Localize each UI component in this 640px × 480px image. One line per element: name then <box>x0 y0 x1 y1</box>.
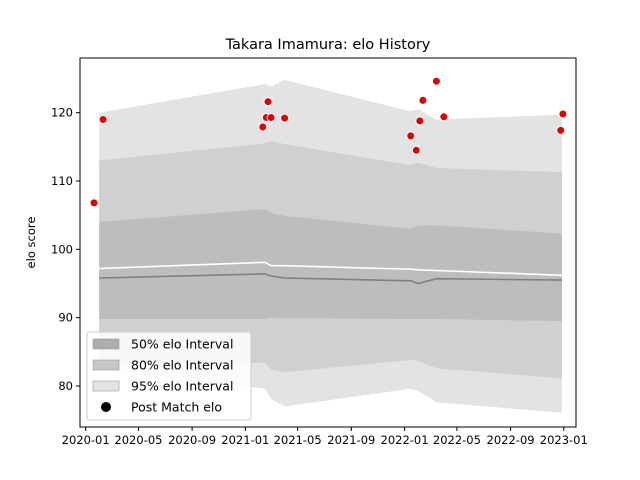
x-tick-label: 2022-09 <box>487 433 535 447</box>
chart-title: Takara Imamura: elo History <box>225 37 431 53</box>
y-axis: 80 90 100 110 120 <box>51 106 80 393</box>
mean-elo-line <box>99 261 563 277</box>
post-match-point <box>98 115 108 124</box>
legend-swatch <box>92 380 120 392</box>
y-tick-label: 100 <box>51 242 73 256</box>
x-tick-label: 2020-09 <box>168 433 216 447</box>
legend-label: 95% elo Interval <box>131 379 233 394</box>
y-axis-label: elo score <box>24 217 38 269</box>
post-match-point <box>556 125 566 135</box>
legend-label: 80% elo Interval <box>131 358 233 373</box>
plot-area <box>89 76 568 413</box>
post-match-point <box>418 95 428 105</box>
legend-marker <box>101 402 111 412</box>
post-match-point <box>558 109 568 119</box>
x-tick-label: 2020-01 <box>62 433 110 447</box>
y-tick-label: 80 <box>58 379 73 393</box>
x-axis: 2020-01 2020-05 2020-09 2021-01 2021-05 2021-… <box>62 427 588 447</box>
x-tick-label: 2021-09 <box>327 433 375 447</box>
post-match-point <box>263 97 273 107</box>
legend-swatch <box>92 338 120 350</box>
post-match-point <box>411 145 421 155</box>
post-match-point <box>89 198 99 208</box>
y-tick-label: 90 <box>58 311 73 325</box>
plot-frame <box>79 57 577 428</box>
post-match-point <box>406 131 416 141</box>
x-tick-label: 2021-05 <box>274 433 322 447</box>
post-match-point <box>431 76 441 86</box>
post-match-point <box>258 122 268 132</box>
legend-swatch <box>92 359 120 371</box>
x-tick-label: 2022-01 <box>381 433 429 447</box>
post-match-point <box>280 113 290 123</box>
legend: 50% elo Interval 80% elo Interval 95% elo … <box>86 331 252 421</box>
legend-box <box>86 331 252 421</box>
post-match-point <box>415 116 425 126</box>
x-tick-label: 2021-01 <box>221 433 269 447</box>
y-tick-label: 120 <box>51 106 73 120</box>
legend-label: Post Match elo <box>131 400 222 415</box>
median-elo-line <box>99 273 563 285</box>
x-tick-label: 2020-05 <box>114 433 162 447</box>
x-tick-label: 2022-05 <box>433 433 481 447</box>
x-tick-label: 2023-01 <box>540 433 588 447</box>
post-match-point <box>439 112 449 122</box>
band-50-interval <box>99 209 562 322</box>
post-match-point <box>266 113 276 122</box>
legend-label: 50% elo Interval <box>131 337 233 352</box>
y-tick-label: 110 <box>51 174 73 188</box>
